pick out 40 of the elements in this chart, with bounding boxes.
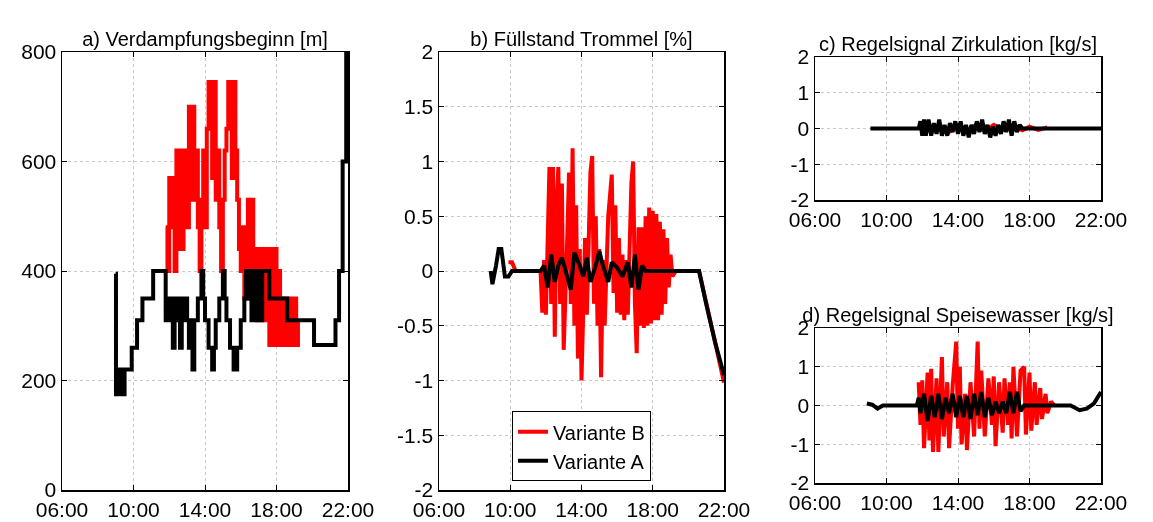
y-tick-label: -1 bbox=[414, 368, 434, 392]
y-tick-label: -1 bbox=[790, 152, 810, 176]
x-tick-label: 18:00 bbox=[250, 497, 303, 521]
y-tick-label: 200 bbox=[21, 368, 57, 392]
chart-title: b) Füllstand Trommel [%] bbox=[470, 28, 693, 50]
y-tick-label: 2 bbox=[797, 45, 810, 69]
legend-label: Variante A bbox=[553, 450, 645, 473]
x-tick-label: 22:00 bbox=[321, 497, 375, 521]
y-tick-label: -0.5 bbox=[397, 314, 434, 338]
x-tick-label: 14:00 bbox=[931, 490, 985, 514]
x-tick-label: 18:00 bbox=[1003, 490, 1056, 514]
y-tick-label: 0 bbox=[797, 116, 810, 140]
y-tick-label: 600 bbox=[21, 149, 57, 173]
y-tick-label: -1.5 bbox=[397, 423, 434, 447]
chart-title: a) Verdampfungsbeginn [m] bbox=[82, 28, 328, 50]
x-tick-label: 10:00 bbox=[860, 490, 913, 514]
chart-title: c) Regelsignal Zirkulation [kg/s] bbox=[819, 33, 1097, 55]
x-tick-label: 18:00 bbox=[1003, 207, 1056, 231]
x-tick-label: 14:00 bbox=[931, 207, 985, 231]
x-tick-label: 10:00 bbox=[860, 207, 913, 231]
x-tick-label: 22:00 bbox=[1074, 207, 1128, 231]
x-tick-label: 10:00 bbox=[107, 497, 160, 521]
x-tick-label: 10:00 bbox=[483, 497, 537, 521]
x-tick-label: 14:00 bbox=[555, 497, 608, 521]
legend-label: Variante B bbox=[553, 421, 645, 444]
y-tick-label: 2 bbox=[421, 40, 434, 64]
y-tick-label: 1 bbox=[421, 149, 434, 173]
x-tick-label: 22:00 bbox=[1074, 490, 1128, 514]
y-tick-label: 1 bbox=[797, 81, 810, 105]
x-tick-label: 22:00 bbox=[697, 497, 751, 521]
y-tick-label: 0 bbox=[797, 393, 810, 417]
y-tick-label: 400 bbox=[21, 259, 57, 283]
y-tick-label: 800 bbox=[21, 40, 57, 64]
x-tick-label: 14:00 bbox=[178, 497, 232, 521]
x-tick-label: 18:00 bbox=[626, 497, 680, 521]
y-tick-label: 1 bbox=[797, 355, 810, 379]
y-tick-label: 0 bbox=[421, 259, 434, 283]
y-tick-label: -1 bbox=[790, 432, 810, 456]
y-tick-label: 1.5 bbox=[404, 95, 434, 119]
y-tick-label: 0.5 bbox=[404, 204, 434, 228]
